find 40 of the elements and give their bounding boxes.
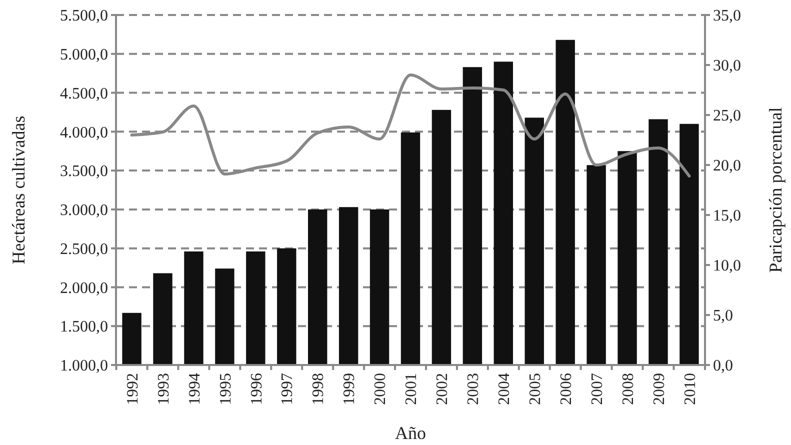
y2-tick-label: 10,0 [713,258,741,275]
x-tick-label: 2004 [496,373,513,405]
y2-tick-label: 15,0 [713,208,741,225]
x-tick-label: 1994 [186,373,204,405]
x-tick-label: 1992 [124,373,142,405]
y-tick-label: 2.000,0 [60,280,108,297]
y-tick-label: 3.500,0 [60,163,108,180]
x-tick-label: 2006 [558,373,575,405]
x-axis-title: Año [395,423,426,443]
y-tick-label: 1.000,0 [60,358,108,375]
x-tick-label: 2007 [588,373,606,405]
y-tick-label: 4.500,0 [60,85,108,102]
y-axis-title: Hectáreas cultivadas [8,116,28,264]
y2-tick-label: 25,0 [713,108,741,125]
x-tick-label: 2005 [526,373,544,405]
x-tick-label: 1993 [155,373,172,405]
y-tick-label: 4.000,0 [60,124,108,142]
x-tick-label: 2002 [434,373,452,405]
x-tick-label: 1997 [279,373,296,405]
y2-tick-label: 0,0 [713,358,733,375]
x-tick-label: 2003 [465,373,482,405]
x-tick-label: 2000 [372,373,390,405]
x-tick-label: 2010 [682,373,699,405]
x-tick-label: 2008 [620,373,637,405]
x-tick-label: 1998 [310,373,328,405]
y2-tick-label: 30,0 [713,58,741,75]
y-tick-label: 1.500,0 [60,318,108,336]
x-tick-label: 1995 [217,373,234,405]
y2-tick-label: 5,0 [713,308,733,325]
y-tick-label: 3.000,0 [60,202,108,220]
y-tick-label: 5.000,0 [60,46,108,64]
x-tick-label: 1999 [341,373,358,405]
x-tick-label: 2001 [403,373,420,405]
y2-axis-title: Paricapción porcentual [765,107,786,273]
y2-tick-label: 35,0 [713,8,741,25]
y2-tick-label: 20,0 [713,158,741,175]
y-tick-label: 2.500,0 [60,240,108,258]
x-tick-label: 1996 [248,373,266,405]
y-tick-label: 5.500,0 [60,8,108,25]
x-tick-label: 2009 [650,373,668,405]
